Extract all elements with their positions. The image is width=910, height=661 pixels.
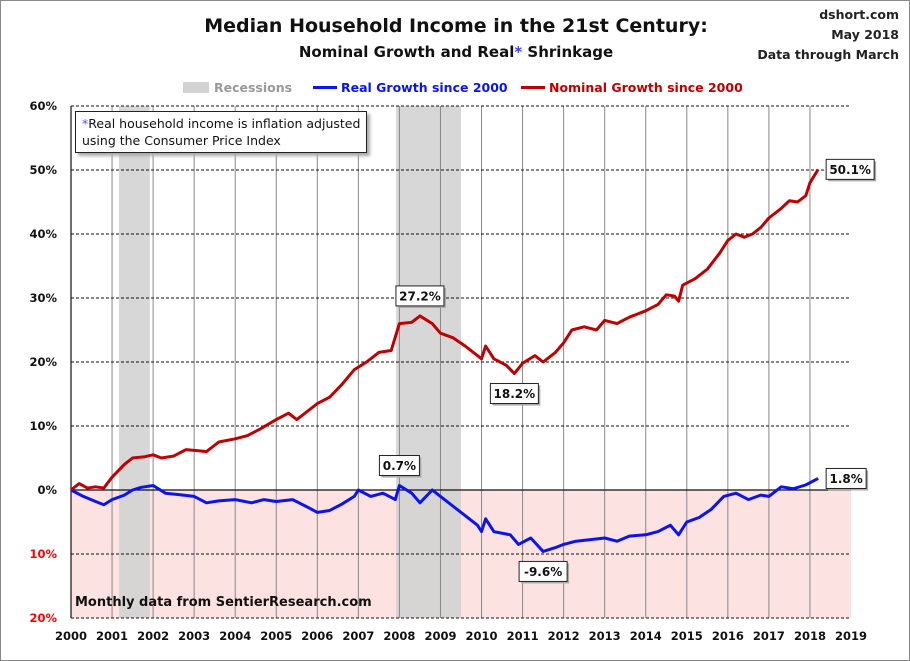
x-tick-label: 2008 <box>383 629 415 643</box>
x-tick-label: 2006 <box>301 629 333 643</box>
note-line1: Real household income is inflation adjus… <box>88 116 361 131</box>
x-tick-label: 2019 <box>835 629 867 643</box>
recession-band <box>119 106 150 618</box>
x-tick-label: 2007 <box>342 629 374 643</box>
annotation-box <box>489 383 539 405</box>
annotation-label: 27.2% <box>399 289 441 303</box>
legend-swatch-real <box>313 86 337 89</box>
annotation-box <box>825 467 867 489</box>
x-tick-label: 2014 <box>630 629 662 643</box>
annotation-box <box>825 158 875 180</box>
legend-label: Real Growth since 2000 <box>341 80 508 95</box>
nominal-growth-line <box>70 168 820 492</box>
x-tick-label: 2016 <box>712 629 744 643</box>
note-line2: using the Consumer Price Index <box>82 133 281 148</box>
subtitle-text: Nominal Growth and Real <box>298 43 515 61</box>
note-asterisk: * <box>82 116 89 131</box>
annotation-label: 0.7% <box>383 459 416 473</box>
y-tick-label: 10% <box>29 547 57 561</box>
chart-title: Median Household Income in the 21st Cent… <box>204 15 708 37</box>
real-growth-line <box>70 477 819 553</box>
x-tick-label: 2012 <box>548 629 580 643</box>
footer-note: Monthly data from SentierResearch.com <box>75 595 372 610</box>
x-tick-label: 2013 <box>589 629 621 643</box>
subtitle-asterisk: * <box>514 43 523 61</box>
annotation-label: -9.6% <box>524 565 562 579</box>
source-date: May 2018 <box>831 27 899 42</box>
x-tick-label: 2011 <box>507 629 539 643</box>
annotation-box <box>378 455 420 477</box>
annotation-label: 50.1% <box>829 163 871 177</box>
x-tick-label: 2017 <box>753 629 785 643</box>
note-box: *Real household income is inflation adju… <box>75 111 368 153</box>
x-tick-label: 2003 <box>178 629 210 643</box>
x-tick-label: 2010 <box>466 629 498 643</box>
annotation-label: 1.8% <box>830 472 863 486</box>
y-tick-label: 50% <box>29 163 57 177</box>
y-tick-label: 20% <box>29 611 57 625</box>
x-tick-label: 2004 <box>219 629 251 643</box>
legend-recessions: Recessions <box>183 80 292 95</box>
y-tick-label: 0% <box>37 483 57 497</box>
legend-swatch-recessions <box>183 82 209 93</box>
x-tick-label: 2015 <box>671 629 703 643</box>
y-tick-label: 20% <box>29 355 57 369</box>
subtitle-text-end: Shrinkage <box>522 43 614 61</box>
x-tick-label: 2001 <box>96 629 128 643</box>
y-tick-label: 30% <box>29 291 57 305</box>
x-tick-label: 2000 <box>55 629 87 643</box>
x-tick-label: 2009 <box>424 629 456 643</box>
y-tick-label: 40% <box>29 227 57 241</box>
legend-nominal: Nominal Growth since 2000 <box>521 80 743 95</box>
source-data-through: Data through March <box>757 47 899 62</box>
x-tick-label: 2002 <box>137 629 169 643</box>
source-site: dshort.com <box>819 7 899 22</box>
y-tick-label: 10% <box>29 419 57 433</box>
legend-real: Real Growth since 2000 <box>313 80 508 95</box>
annotation-box <box>518 560 568 582</box>
x-tick-label: 2018 <box>794 629 826 643</box>
legend-swatch-nominal <box>521 86 545 89</box>
y-tick-label: 60% <box>29 99 57 113</box>
x-tick-label: 2005 <box>260 629 292 643</box>
legend-label: Recessions <box>214 80 293 95</box>
chart-subtitle: Nominal Growth and Real* Shrinkage <box>1 43 909 61</box>
annotation-box <box>395 285 445 307</box>
annotation-label: 18.2% <box>494 387 536 401</box>
legend-label: Nominal Growth since 2000 <box>549 80 743 95</box>
